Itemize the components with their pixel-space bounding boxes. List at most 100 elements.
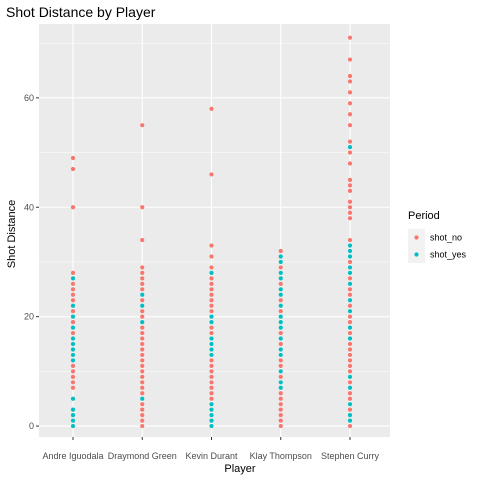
data-point-shot-yes: [347, 402, 353, 407]
data-point-shot-no: [278, 374, 283, 379]
data-point-shot-no: [347, 139, 353, 144]
data-point-shot-no: [70, 363, 76, 368]
data-point-shot-no: [140, 123, 145, 128]
data-point-shot-no: [209, 298, 214, 303]
x-axis: Andre Iguodala Draymond Green Kevin Durant…: [42, 437, 380, 461]
data-point-shot-no: [140, 309, 145, 314]
data-point-shot-no: [70, 270, 76, 275]
data-point-shot-yes: [347, 298, 353, 303]
data-point-shot-yes: [278, 314, 283, 319]
data-point-shot-yes: [70, 336, 76, 341]
data-point-shot-no: [209, 374, 214, 379]
y-tick-label: 0: [29, 421, 34, 431]
data-point-shot-no: [278, 413, 283, 418]
data-point-shot-no: [209, 369, 214, 374]
data-point-shot-yes: [278, 320, 283, 325]
data-point-shot-no: [140, 237, 145, 243]
data-point-shot-no: [209, 380, 214, 385]
data-point-shot-yes: [209, 341, 214, 347]
data-point-shot-no: [278, 396, 283, 401]
data-point-shot-yes: [278, 336, 283, 341]
data-point-shot-yes: [347, 413, 353, 418]
data-point-shot-yes: [70, 303, 76, 308]
data-point-shot-no: [347, 188, 353, 193]
data-point-shot-no: [347, 57, 353, 62]
y-tick-label: 60: [24, 93, 34, 103]
data-point-shot-no: [140, 352, 145, 358]
data-point-shot-no: [70, 320, 76, 325]
data-point-shot-no: [140, 391, 145, 396]
data-point-shot-no: [140, 358, 145, 363]
data-point-shot-no: [347, 292, 353, 297]
data-point-shot-no: [209, 243, 214, 248]
data-point-shot-yes: [70, 352, 76, 358]
data-point-shot-yes: [209, 407, 214, 412]
x-axis-title: Player: [224, 463, 256, 475]
data-point-shot-yes: [347, 248, 353, 254]
data-point-shot-no: [140, 265, 145, 270]
y-tick-label: 40: [24, 202, 34, 212]
data-point-shot-no: [278, 341, 283, 347]
data-point-shot-yes: [70, 418, 76, 423]
data-point-shot-yes: [70, 396, 76, 401]
data-point-shot-yes: [70, 276, 76, 281]
data-point-shot-no: [347, 352, 353, 358]
data-point-shot-no: [347, 123, 353, 128]
data-point-shot-yes: [278, 352, 283, 358]
data-point-shot-yes: [70, 423, 76, 429]
data-point-shot-no: [278, 330, 283, 336]
data-point-shot-no: [70, 369, 76, 374]
data-point-shot-yes: [209, 352, 214, 358]
data-point-shot-no: [347, 369, 353, 374]
data-point-shot-no: [140, 402, 145, 407]
data-point-shot-yes: [347, 144, 353, 150]
data-point-shot-no: [140, 413, 145, 418]
data-point-shot-yes: [347, 418, 353, 423]
data-point-shot-yes: [209, 336, 214, 341]
data-point-shot-no: [70, 166, 76, 172]
major-gridlines: [39, 24, 390, 437]
data-point-shot-no: [209, 385, 214, 390]
data-point-shot-no: [209, 172, 214, 177]
data-point-shot-no: [278, 402, 283, 407]
data-point-shot-no: [347, 320, 353, 325]
data-point-shot-yes: [70, 325, 76, 330]
data-point-shot-yes: [278, 276, 283, 281]
data-point-shot-no: [347, 276, 353, 281]
x-tick-label: Kevin Durant: [185, 451, 238, 461]
chart-title: Shot Distance by Player: [6, 4, 156, 20]
legend-label: shot_yes: [430, 250, 467, 260]
data-point-shot-no: [70, 298, 76, 303]
data-point-shot-yes: [70, 407, 76, 412]
data-point-shot-yes: [347, 254, 353, 259]
data-point-shot-no: [140, 423, 145, 429]
data-point-shot-no: [140, 270, 145, 275]
data-point-shot-no: [209, 325, 214, 330]
data-point-shot-no: [278, 265, 283, 270]
data-point-shot-yes: [70, 358, 76, 363]
data-point-shot-no: [347, 237, 353, 243]
data-point-shot-no: [70, 380, 76, 385]
data-point-shot-no: [347, 363, 353, 368]
data-point-shot-no: [347, 90, 353, 95]
data-point-shot-yes: [209, 270, 214, 275]
data-point-shot-no: [140, 385, 145, 390]
data-point-shot-no: [70, 155, 76, 161]
legend-label: shot_no: [430, 233, 462, 243]
data-point-shot-no: [347, 341, 353, 347]
data-point-shot-no: [347, 287, 353, 292]
data-point-shot-yes: [347, 281, 353, 286]
data-point-shot-no: [347, 161, 353, 166]
data-point-shot-no: [209, 276, 214, 281]
data-point-shot-yes: [278, 347, 283, 352]
data-point-shot-yes: [347, 336, 353, 341]
data-point-shot-no: [140, 374, 145, 379]
data-point-shot-no: [70, 292, 76, 297]
data-point-shot-no: [140, 330, 145, 336]
data-point-shot-no: [140, 336, 145, 341]
data-point-shot-yes: [347, 309, 353, 314]
data-point-shot-yes: [347, 325, 353, 330]
y-axis-title: Shot Distance: [6, 200, 18, 268]
data-point-shot-yes: [140, 303, 145, 308]
minor-gridlines: [39, 42, 390, 372]
